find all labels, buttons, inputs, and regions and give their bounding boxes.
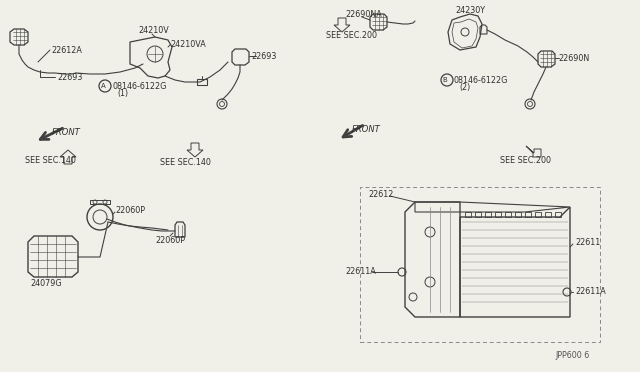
- Text: 22612: 22612: [368, 189, 394, 199]
- Text: JPP600 6: JPP600 6: [555, 350, 589, 359]
- Text: 22060P: 22060P: [155, 235, 185, 244]
- Text: 08146-6122G: 08146-6122G: [454, 76, 508, 84]
- Text: SEE SEC.140: SEE SEC.140: [25, 155, 76, 164]
- Text: 22690NA: 22690NA: [345, 10, 381, 19]
- Text: 24079G: 24079G: [30, 279, 61, 289]
- Text: 22060P: 22060P: [115, 205, 145, 215]
- Text: FRONT: FRONT: [52, 128, 81, 137]
- Text: B: B: [443, 77, 447, 83]
- Text: 24230Y: 24230Y: [455, 6, 485, 15]
- Text: (1): (1): [117, 89, 128, 97]
- Text: 22611: 22611: [575, 237, 600, 247]
- Text: A: A: [100, 83, 106, 89]
- Text: 24210VA: 24210VA: [170, 39, 205, 48]
- Text: 22611A: 22611A: [345, 267, 376, 276]
- Text: (2): (2): [459, 83, 470, 92]
- Text: 22693: 22693: [57, 73, 83, 81]
- Text: 22693: 22693: [251, 51, 276, 61]
- Text: 22690N: 22690N: [558, 54, 589, 62]
- Text: FRONT: FRONT: [352, 125, 381, 134]
- Text: SEE SEC.200: SEE SEC.200: [326, 31, 377, 39]
- Text: SEE SEC.200: SEE SEC.200: [500, 155, 551, 164]
- Text: 24210V: 24210V: [138, 26, 169, 35]
- Text: 08146-6122G: 08146-6122G: [112, 81, 166, 90]
- Text: 22612A: 22612A: [51, 45, 82, 55]
- Text: 22611A: 22611A: [575, 288, 605, 296]
- Text: SEE SEC.140: SEE SEC.140: [160, 157, 211, 167]
